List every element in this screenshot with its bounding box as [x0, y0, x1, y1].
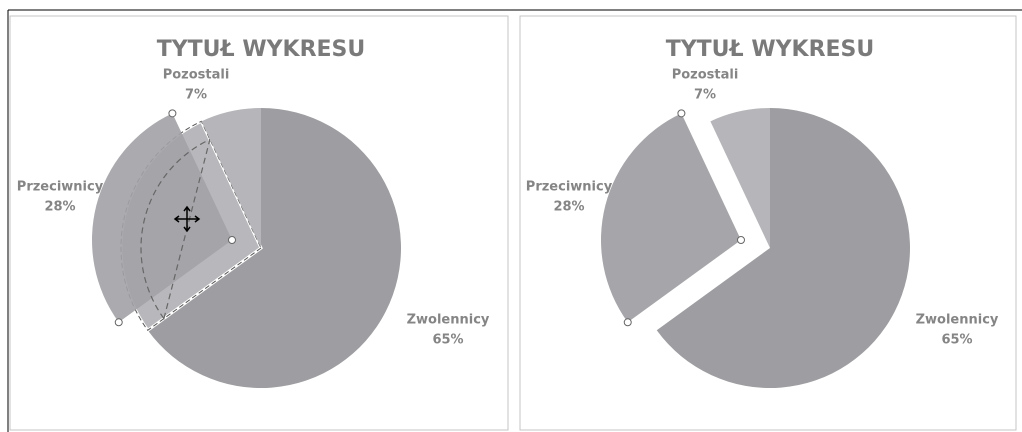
- data-label-name: Zwolennicy: [916, 313, 999, 328]
- pie-slice: [710, 108, 770, 248]
- pie-slice: [201, 108, 261, 248]
- move-cursor: [173, 205, 201, 233]
- selection-handle: [677, 109, 686, 118]
- drag-outline: [140, 138, 211, 320]
- data-label-value: 65%: [941, 333, 972, 348]
- data-label-name: Przeciwnicy: [526, 180, 613, 195]
- selection-handle: [168, 109, 177, 118]
- data-label-value: 7%: [694, 88, 716, 103]
- data-label-name: Pozostali: [672, 68, 739, 83]
- data-label-value: 65%: [432, 333, 463, 348]
- selection-handle: [737, 236, 745, 244]
- pie-slice: [656, 108, 910, 388]
- chart-title: TYTUŁ WYKRESU: [157, 37, 366, 62]
- drag-ghost: [91, 113, 232, 323]
- pie-slice: [147, 108, 401, 388]
- chart-title: TYTUŁ WYKRESU: [666, 37, 875, 62]
- data-label-value: 28%: [44, 200, 75, 215]
- data-label-value: 7%: [185, 88, 207, 103]
- selection-handle: [623, 318, 632, 327]
- selection-handle: [114, 318, 123, 327]
- data-label-name: Przeciwnicy: [17, 180, 104, 195]
- pie-slice: [600, 113, 741, 323]
- selection-handle: [228, 236, 236, 244]
- data-label-value: 28%: [553, 200, 584, 215]
- data-label-name: Pozostali: [163, 68, 230, 83]
- data-label-name: Zwolennicy: [407, 313, 490, 328]
